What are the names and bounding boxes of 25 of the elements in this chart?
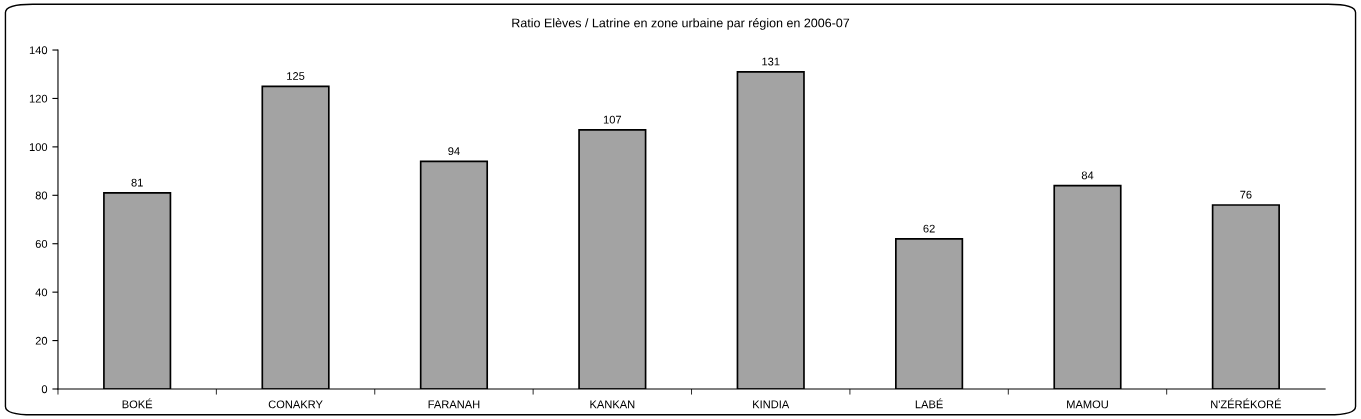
- data-label: 76: [1240, 190, 1252, 199]
- x-tick-label: KINDIA: [753, 400, 790, 409]
- y-tick-label: 40: [35, 288, 48, 297]
- x-tick-label: LABÉ: [915, 398, 943, 409]
- x-tick-label: MAMOU: [1067, 400, 1108, 409]
- y-tick-label: 20: [35, 336, 48, 345]
- x-tick-label: CONAKRY: [268, 400, 323, 409]
- x-tick-label: N'ZÉRÉKORÉ: [1211, 398, 1282, 409]
- x-tick-label: BOKÉ: [122, 398, 153, 409]
- x-tick-label: KANKAN: [590, 400, 635, 409]
- y-tick-label: 120: [29, 94, 48, 103]
- data-label: 84: [1081, 171, 1094, 180]
- y-tick-label: 60: [35, 239, 48, 248]
- data-label: 107: [603, 115, 622, 124]
- y-tick-label: 140: [29, 46, 48, 55]
- chart-title: Ratio Elèves / Latrine en zone urbaine par région en 2006-07: [512, 18, 850, 30]
- y-tick-label: 80: [35, 191, 48, 200]
- data-label: 81: [131, 178, 143, 187]
- y-tick-label: 0: [41, 385, 48, 394]
- x-tick-label: FARANAH: [428, 400, 480, 409]
- data-label: 125: [287, 72, 305, 80]
- data-label: 94: [448, 147, 460, 156]
- data-label: 62: [923, 224, 935, 233]
- data-label: 131: [762, 57, 780, 66]
- y-tick-label: 100: [29, 143, 48, 152]
